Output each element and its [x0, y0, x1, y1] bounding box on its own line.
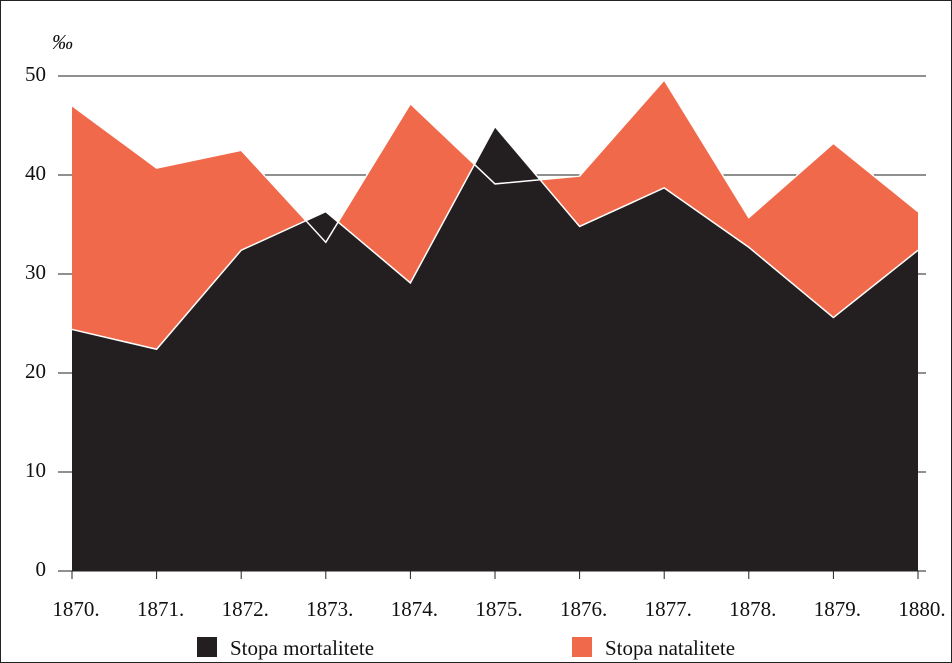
legend-label: Stopa natalitete	[605, 636, 735, 660]
x-tick-label: 1871.	[137, 597, 184, 621]
y-tick-label: 30	[25, 260, 46, 284]
legend-swatch	[572, 637, 592, 657]
x-tick-label: 1873.	[306, 597, 353, 621]
x-tick-label: 1870.	[52, 597, 99, 621]
x-tick-label: 1880.	[898, 597, 945, 621]
y-axis-label: ‰	[52, 30, 73, 54]
y-tick-label: 50	[25, 62, 46, 86]
y-tick-label: 0	[36, 557, 47, 581]
y-tick-label: 20	[25, 359, 46, 383]
x-tick-label: 1878.	[729, 597, 776, 621]
legend-swatch	[197, 637, 217, 657]
area	[72, 126, 918, 572]
legend-label: Stopa mortalitete	[230, 636, 374, 660]
x-tick-label: 1876.	[560, 597, 607, 621]
x-tick-label: 1877.	[645, 597, 692, 621]
x-tick-label: 1875.	[475, 597, 522, 621]
x-tick-label: 1874.	[391, 597, 438, 621]
x-tick-label: 1872.	[222, 597, 269, 621]
y-tick-label: 10	[25, 458, 46, 482]
area-edge	[71, 125, 919, 351]
y-tick-label: 40	[25, 161, 46, 185]
x-tick-label: 1879.	[814, 597, 861, 621]
area-edge	[71, 78, 919, 244]
